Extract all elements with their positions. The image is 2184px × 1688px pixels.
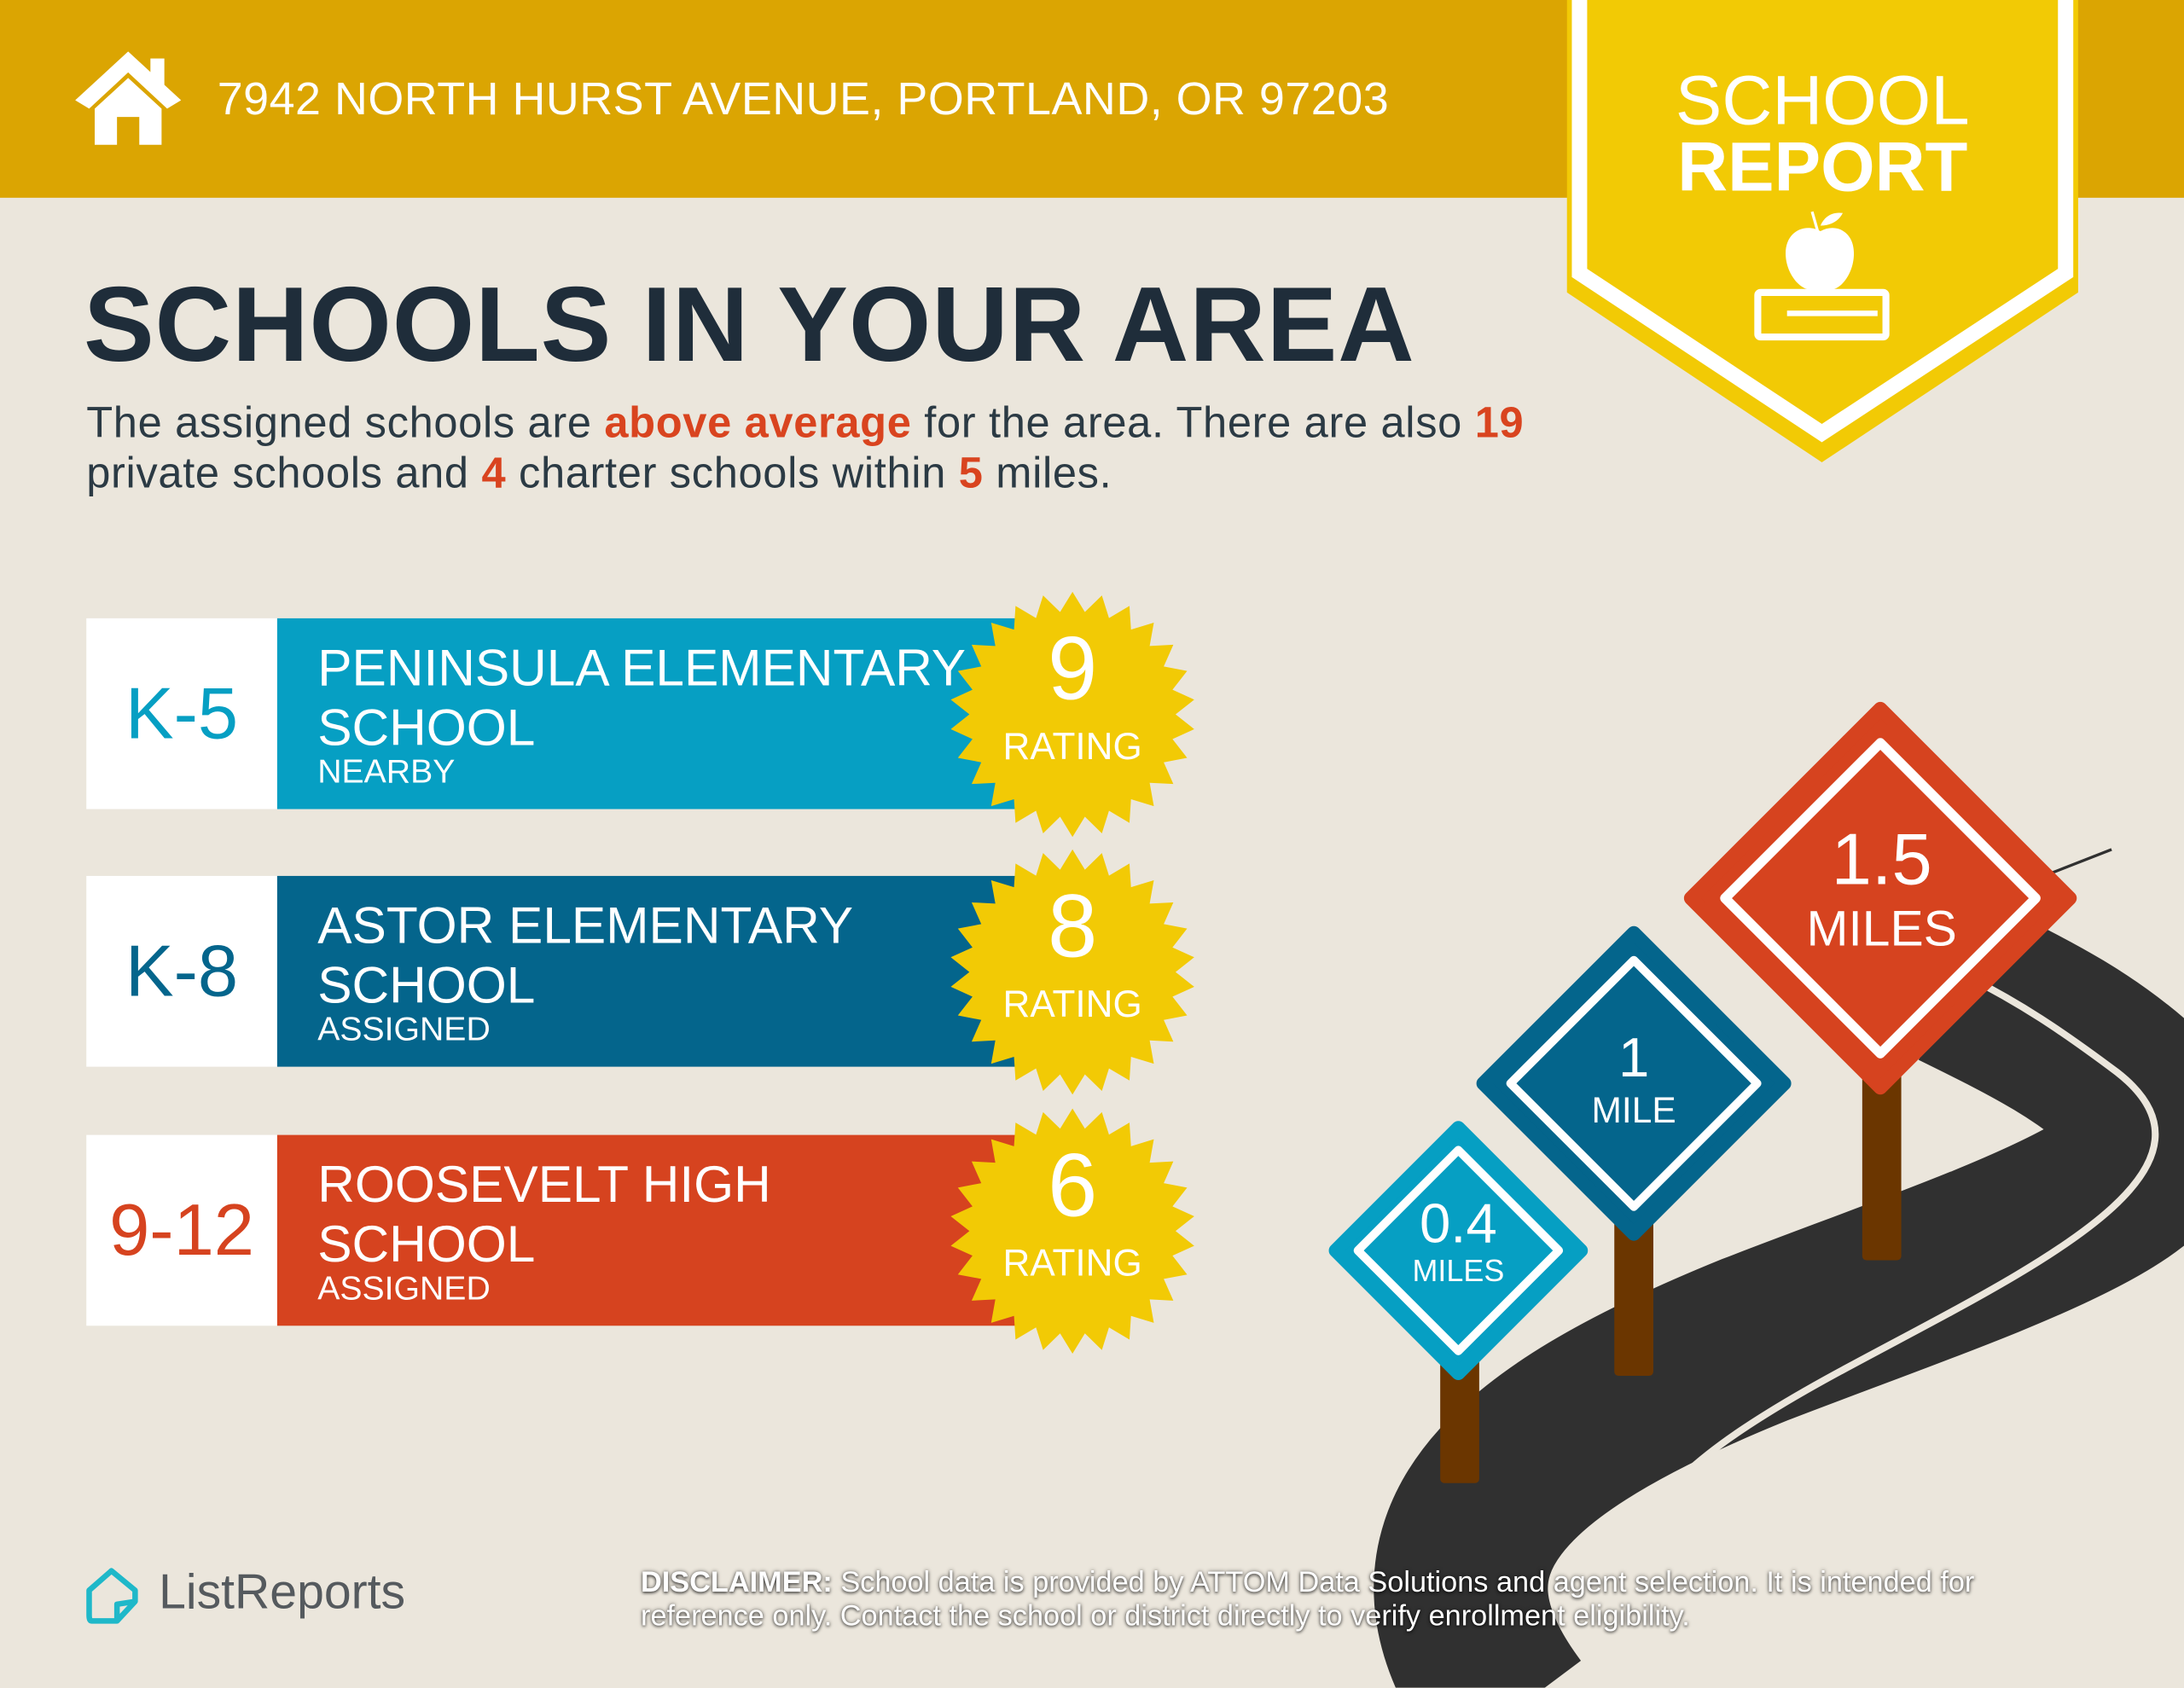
- school-status: ASSIGNED: [317, 1011, 491, 1049]
- logo-text: ListReports: [159, 1565, 406, 1620]
- school-name: ROOSEVELT HIGH SCHOOL: [317, 1156, 771, 1273]
- summary-part: charter schools within: [506, 448, 959, 497]
- sign-border: [1353, 1146, 1564, 1355]
- summary-part: private schools and: [86, 448, 482, 497]
- sign-border: [1506, 955, 1762, 1211]
- school-bar: ASTOR ELEMENTARY SCHOOL ASSIGNED: [276, 875, 1020, 1067]
- school-row: K-8 ASTOR ELEMENTARY SCHOOL ASSIGNED: [86, 875, 1020, 1067]
- sign-border: [1720, 738, 2041, 1059]
- distance-sign-1.5: 1.5 MILES: [1769, 821, 1994, 958]
- sign-value: 1: [1618, 1027, 1650, 1089]
- house-icon: [75, 51, 182, 145]
- starburst-polygon: [950, 849, 1194, 1095]
- grade-range: 9-12: [86, 1134, 277, 1326]
- sign-value: 1.5: [1831, 820, 1932, 902]
- starburst-polygon: [950, 1108, 1194, 1354]
- sign-unit: MILES: [1412, 1253, 1505, 1289]
- rating-label: RATING: [1002, 1242, 1142, 1285]
- school-name: PENINSULA ELEMENTARY SCHOOL: [317, 639, 965, 757]
- school-row: 9-12 ROOSEVELT HIGH SCHOOL ASSIGNED: [86, 1134, 1020, 1326]
- rating-label: RATING: [1002, 725, 1142, 768]
- disclaimer-text: School data is provided by ATTOM Data So…: [641, 1566, 1975, 1633]
- summary-part: miles.: [983, 448, 1112, 497]
- rating-value: 8: [1048, 875, 1098, 977]
- sign-post: [1614, 1198, 1653, 1377]
- distance-sign-0.4: 0.4 MILES: [1374, 1195, 1542, 1290]
- sign-unit: MILES: [1806, 899, 1957, 957]
- school-status: ASSIGNED: [317, 1269, 491, 1308]
- property-address: 7942 NORTH HURST AVENUE, PORTLAND, OR 97…: [217, 72, 1390, 125]
- radius-miles: 5: [958, 448, 984, 497]
- sign-diamond: [1328, 1121, 1589, 1380]
- rating-value: 6: [1048, 1134, 1098, 1236]
- rating-value: 9: [1048, 618, 1098, 719]
- page-title: SCHOOLS IN YOUR AREA: [83, 265, 1415, 385]
- school-bar: ROOSEVELT HIGH SCHOOL ASSIGNED: [276, 1134, 1020, 1326]
- road-illustration: [1374, 848, 2184, 1688]
- sign-post: [1862, 1058, 1902, 1261]
- distance-sign-1: 1 MILE: [1550, 1028, 1717, 1132]
- listreports-logo-icon: [86, 1568, 138, 1624]
- sign-diamond: [1683, 701, 2077, 1095]
- summary-part: for the area. There are also: [911, 397, 1475, 448]
- rating-starburst: 9 RATING: [947, 589, 1198, 840]
- listreports-logo: ListReports: [84, 1565, 405, 1621]
- sign-value: 0.4: [1419, 1193, 1497, 1256]
- summary-text: The assigned schools are above average f…: [86, 398, 1535, 499]
- grade-range: K-8: [86, 875, 277, 1067]
- rating-starburst: 8 RATING: [947, 847, 1198, 1098]
- badge-title-line1: SCHOOL: [1675, 61, 1970, 140]
- starburst-shape: [950, 591, 1194, 838]
- sign-diamond: [1476, 925, 1792, 1241]
- private-count: 19: [1474, 397, 1525, 448]
- disclaimer: DISCLAIMER: School data is provided by A…: [641, 1567, 2076, 1633]
- starburst-polygon: [950, 591, 1194, 838]
- rating-highlight: above average: [604, 397, 912, 448]
- rating-starburst: 6 RATING: [947, 1105, 1198, 1356]
- sign-unit: MILE: [1591, 1088, 1676, 1131]
- grade-range: K-5: [86, 618, 277, 809]
- school-status: NEARBY: [317, 753, 456, 792]
- disclaimer-label: DISCLAIMER:: [641, 1566, 833, 1599]
- starburst-shape: [950, 849, 1194, 1095]
- starburst-shape: [950, 1108, 1194, 1354]
- school-report-badge: [1566, 0, 2078, 463]
- charter-count: 4: [481, 448, 507, 497]
- school-name: ASTOR ELEMENTARY SCHOOL: [317, 896, 852, 1014]
- school-bar: PENINSULA ELEMENTARY SCHOOL NEARBY: [276, 618, 1020, 809]
- summary-part: The assigned schools are: [86, 397, 605, 448]
- badge-title-line2: REPORT: [1677, 128, 1968, 206]
- apple-on-book-icon: [1754, 211, 1890, 341]
- rating-label: RATING: [1002, 983, 1142, 1025]
- school-row: K-5 PENINSULA ELEMENTARY SCHOOL NEARBY: [86, 618, 1020, 809]
